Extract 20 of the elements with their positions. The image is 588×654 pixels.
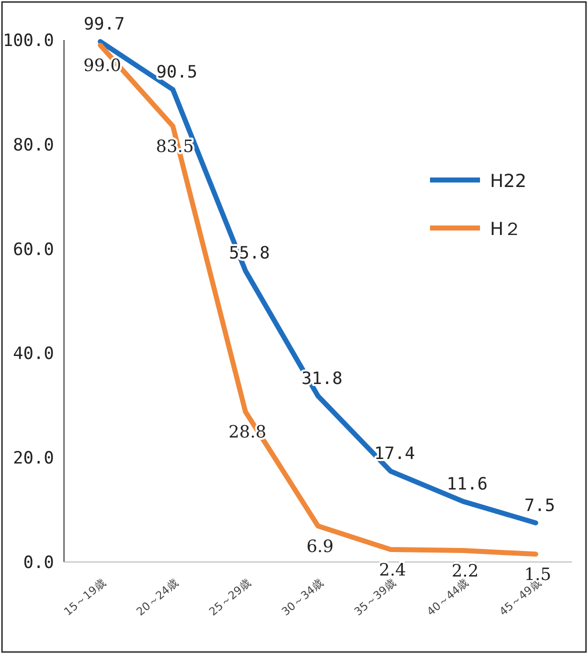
data-label: 17.4 — [374, 444, 416, 464]
data-label: 11.6 — [446, 474, 488, 494]
y-tick-label: 40.0 — [13, 344, 54, 364]
data-label: 6.9 — [306, 536, 334, 557]
x-tick-label: 35～39歳 — [352, 576, 398, 618]
data-label: 90.5 — [156, 62, 198, 83]
data-label: 7.5 — [524, 496, 556, 516]
y-tick-label: 0.0 — [23, 553, 54, 573]
legend-label: H22 — [490, 171, 526, 192]
data-label: 99.7 — [84, 14, 125, 35]
y-tick-label: 20.0 — [13, 448, 54, 469]
y-tick-label: 100.0 — [2, 31, 54, 51]
x-tick-label: 40～44歳 — [424, 576, 472, 618]
x-tick-label: 15～19歳 — [62, 576, 108, 618]
legend-label: H２ — [490, 219, 522, 240]
y-tick-label: 80.0 — [13, 135, 54, 156]
y-tick-label: 60.0 — [13, 240, 54, 260]
x-tick-label: 20～24歳 — [134, 576, 181, 618]
x-tick-label: 25～29歳 — [206, 576, 254, 618]
x-tick-label: 30～34歳 — [279, 576, 326, 618]
